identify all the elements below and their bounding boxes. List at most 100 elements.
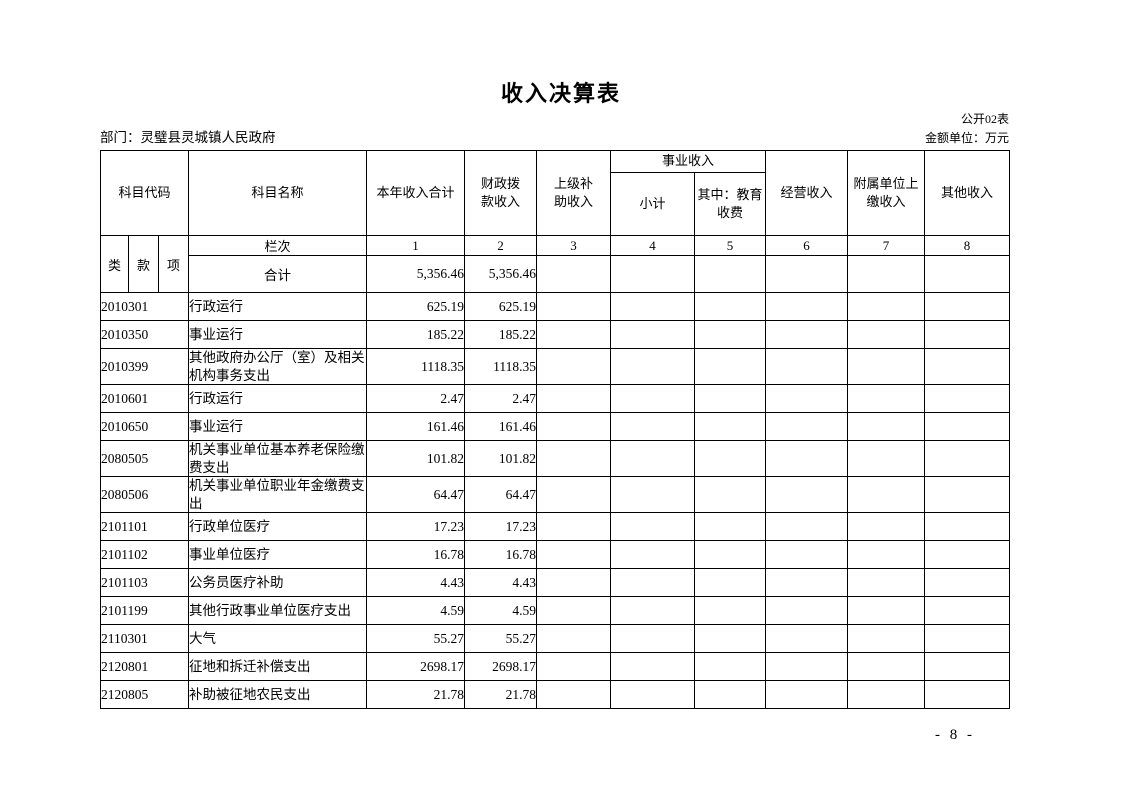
value-cell-col8 [924, 568, 1011, 598]
value-cell-col4 [610, 384, 696, 414]
income-table: 科目代码 科目名称 本年收入合计 财政拨 款收入 上级补 助收入 事业收入 经营… [99, 150, 1011, 710]
value-cell-col7 [847, 596, 926, 626]
subject-code-cell: 2101101 [99, 512, 190, 542]
value-cell-col1: 16.78 [366, 540, 466, 570]
value-cell-col5 [694, 440, 767, 478]
value-cell-col1: 101.82 [366, 440, 466, 478]
table-row: 2010601 行政运行 2.47 2.47 [99, 384, 1011, 414]
value-cell-col1: 17.23 [366, 512, 466, 542]
subject-code-cell: 2110301 [99, 624, 190, 654]
code-sub-item: 项 [157, 235, 190, 293]
value-cell-col8 [924, 624, 1011, 654]
subject-code-cell: 2101102 [99, 540, 190, 570]
subject-name-cell: 机关事业单位职业年金缴费支出 [188, 476, 368, 514]
table-row: 2120801 征地和拆迁补偿支出 2698.17 2698.17 [99, 652, 1011, 682]
subject-name-cell: 行政运行 [188, 384, 368, 414]
value-cell-col3 [536, 540, 612, 570]
subject-code-cell: 2010650 [99, 412, 190, 442]
value-cell-col4 [610, 476, 696, 514]
col-index-1: 1 [366, 235, 466, 256]
header-subject-code: 科目代码 [99, 150, 190, 236]
column-index-row: 类 款 项 栏次 1 2 3 4 5 6 7 8 [100, 235, 1011, 293]
meta-row: 部门：灵璧县灵城镇人民政府 金额单位：万元 [100, 126, 1009, 146]
subject-name-cell: 行政单位医疗 [188, 512, 368, 542]
value-cell-col5 [694, 292, 767, 321]
value-cell-col7 [847, 347, 926, 386]
value-cell-col6 [765, 568, 849, 598]
unit-label: 金额单位：万元 [924, 131, 1009, 145]
value-cell-col3 [536, 568, 612, 598]
subject-name-cell: 事业运行 [188, 412, 368, 442]
value-cell-col2: 4.59 [464, 596, 538, 626]
total-value-col6 [765, 255, 849, 293]
value-cell-col2: 64.47 [464, 476, 538, 514]
table-row: 2101102 事业单位医疗 16.78 16.78 [99, 540, 1011, 570]
value-cell-col6 [765, 540, 849, 570]
value-cell-col5 [694, 384, 767, 414]
value-cell-col3 [536, 412, 612, 442]
value-cell-col5 [694, 596, 767, 626]
header-business-income: 事业收入 [610, 150, 767, 173]
table-row: 2080505 机关事业单位基本养老保险缴费支出 101.82 101.82 [99, 440, 1011, 478]
value-cell-col2: 2698.17 [464, 652, 538, 682]
value-cell-col7 [847, 680, 926, 710]
total-value-col4 [610, 255, 696, 293]
value-cell-col1: 2.47 [366, 384, 466, 414]
value-cell-col2: 21.78 [464, 680, 538, 710]
value-cell-col5 [694, 540, 767, 570]
value-cell-col5 [694, 347, 767, 386]
value-cell-col5 [694, 652, 767, 682]
subject-code-cell: 2010301 [99, 292, 190, 321]
col-index-3: 3 [536, 235, 612, 256]
col-index-5: 5 [694, 235, 767, 256]
table-row: 2080506 机关事业单位职业年金缴费支出 64.47 64.47 [99, 476, 1011, 514]
total-row: 合计 5,356.46 5,356.46 [101, 255, 1011, 293]
table-row: 2110301 大气 55.27 55.27 [99, 624, 1011, 654]
value-cell-col1: 1118.35 [366, 347, 466, 386]
value-cell-col4 [610, 540, 696, 570]
subject-code-cell: 2010399 [99, 347, 190, 386]
table-row: 2010650 事业运行 161.46 161.46 [99, 412, 1011, 442]
value-cell-col7 [847, 384, 926, 414]
department-label: 部门：灵璧县灵城镇人民政府 [100, 130, 276, 145]
table-row: 2101103 公务员医疗补助 4.43 4.43 [99, 568, 1011, 598]
subject-code-cell: 2010350 [99, 320, 190, 349]
value-cell-col3 [536, 512, 612, 542]
value-cell-col6 [765, 652, 849, 682]
table-code-label: 公开02表 [960, 112, 1009, 126]
code-sub-section: 款 [128, 235, 159, 293]
value-cell-col4 [610, 440, 696, 478]
subject-code-cell: 2101199 [99, 596, 190, 626]
subject-name-cell: 机关事业单位基本养老保险缴费支出 [188, 440, 368, 478]
col-index-8: 8 [924, 235, 1011, 256]
value-cell-col3 [536, 292, 612, 321]
value-cell-col1: 625.19 [366, 292, 466, 321]
value-cell-col8 [924, 512, 1011, 542]
value-cell-col5 [694, 568, 767, 598]
value-cell-col8 [924, 680, 1011, 710]
value-cell-col3 [536, 384, 612, 414]
value-cell-col2: 161.46 [464, 412, 538, 442]
subject-name-cell: 行政运行 [188, 292, 368, 321]
col-index-6: 6 [765, 235, 849, 256]
value-cell-col1: 4.59 [366, 596, 466, 626]
value-cell-col5 [694, 476, 767, 514]
value-cell-col4 [610, 624, 696, 654]
value-cell-col7 [847, 320, 926, 349]
value-cell-col6 [765, 347, 849, 386]
page-number: - 8 - [935, 727, 975, 743]
value-cell-col8 [924, 540, 1011, 570]
value-cell-col3 [536, 596, 612, 626]
subject-name-cell: 大气 [188, 624, 368, 654]
value-cell-col6 [765, 320, 849, 349]
value-cell-col5 [694, 412, 767, 442]
value-cell-col8 [924, 347, 1011, 386]
subject-name-cell: 公务员医疗补助 [188, 568, 368, 598]
value-cell-col8 [924, 652, 1011, 682]
value-cell-col1: 185.22 [366, 320, 466, 349]
value-cell-col1: 64.47 [366, 476, 466, 514]
table-row: 2120805 补助被征地农民支出 21.78 21.78 [99, 680, 1011, 710]
subject-code-cell: 2120805 [99, 680, 190, 710]
subject-name-cell: 其他行政事业单位医疗支出 [188, 596, 368, 626]
value-cell-col1: 21.78 [366, 680, 466, 710]
